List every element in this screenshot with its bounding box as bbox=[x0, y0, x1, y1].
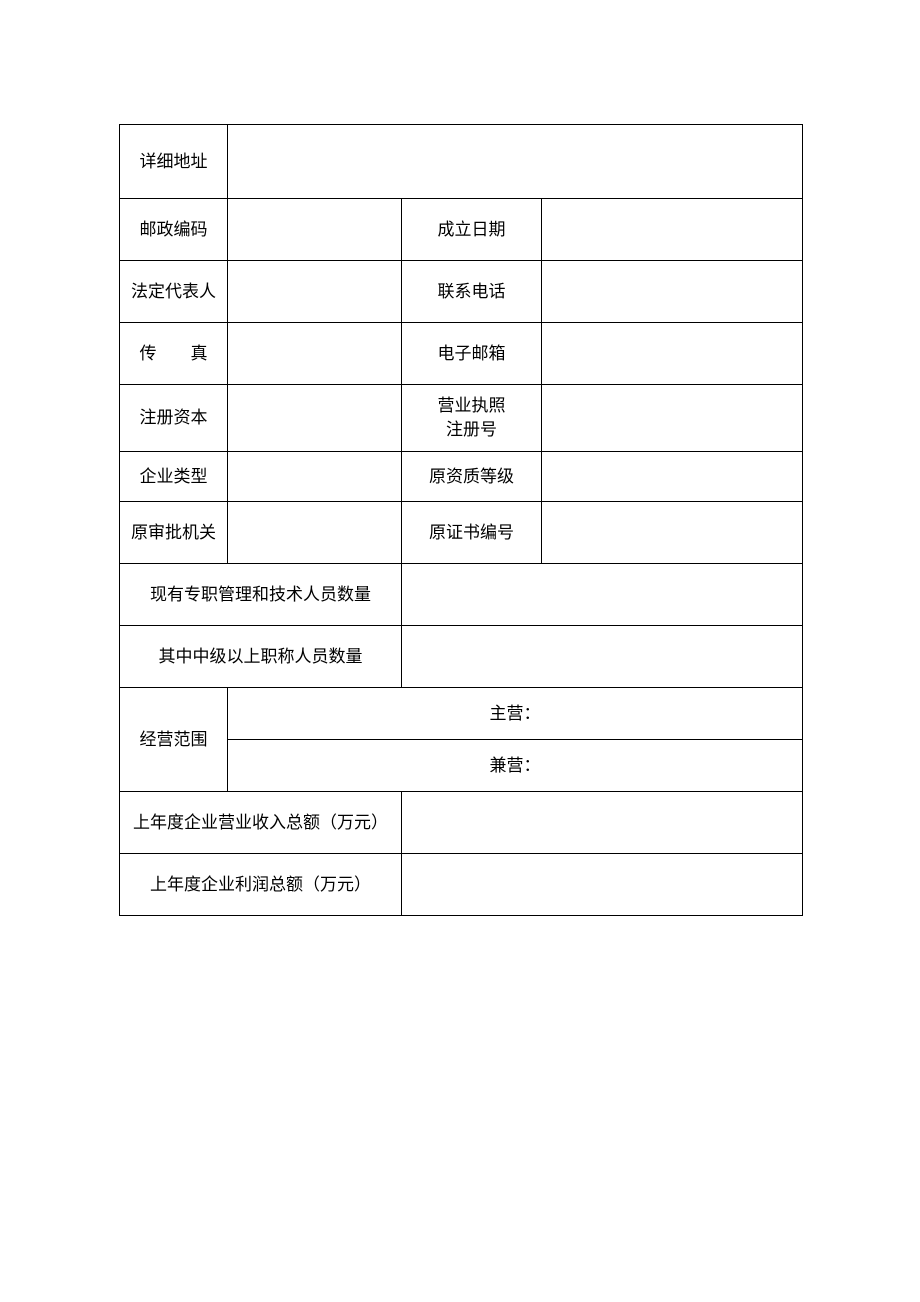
value-prev-revenue[interactable] bbox=[402, 792, 803, 854]
label-postal-code: 邮政编码 bbox=[120, 199, 228, 261]
value-orig-cert-no[interactable] bbox=[542, 502, 803, 564]
value-staff-count[interactable] bbox=[402, 564, 803, 626]
label-orig-cert-no: 原证书编号 bbox=[402, 502, 542, 564]
label-orig-grade: 原资质等级 bbox=[402, 452, 542, 502]
label-fax: 传 真 bbox=[120, 323, 228, 385]
value-postal-code[interactable] bbox=[228, 199, 402, 261]
value-license-no[interactable] bbox=[542, 385, 803, 452]
label-staff-count: 现有专职管理和技术人员数量 bbox=[120, 564, 402, 626]
value-legal-rep[interactable] bbox=[228, 261, 402, 323]
value-phone[interactable] bbox=[542, 261, 803, 323]
row-scope-main: 经营范围 主营： bbox=[120, 688, 803, 740]
label-enterprise-type: 企业类型 bbox=[120, 452, 228, 502]
value-fax[interactable] bbox=[228, 323, 402, 385]
label-orig-approval: 原审批机关 bbox=[120, 502, 228, 564]
value-email[interactable] bbox=[542, 323, 803, 385]
label-legal-rep: 法定代表人 bbox=[120, 261, 228, 323]
label-license-no-text: 营业执照注册号 bbox=[438, 394, 506, 442]
row-staff-count: 现有专职管理和技术人员数量 bbox=[120, 564, 803, 626]
label-license-no: 营业执照注册号 bbox=[402, 385, 542, 452]
label-scope-side-prefix: 兼营： bbox=[490, 756, 541, 775]
label-scope-main-prefix: 主营： bbox=[490, 704, 541, 723]
row-capital-license: 注册资本 营业执照注册号 bbox=[120, 385, 803, 452]
label-prev-profit: 上年度企业利润总额（万元） bbox=[120, 854, 402, 916]
label-prev-revenue: 上年度企业营业收入总额（万元） bbox=[120, 792, 402, 854]
row-address: 详细地址 bbox=[120, 125, 803, 199]
row-postal-established: 邮政编码 成立日期 bbox=[120, 199, 803, 261]
label-business-scope: 经营范围 bbox=[120, 688, 228, 792]
label-mid-title-count: 其中中级以上职称人员数量 bbox=[120, 626, 402, 688]
row-prev-profit: 上年度企业利润总额（万元） bbox=[120, 854, 803, 916]
value-scope-main[interactable]: 主营： bbox=[228, 688, 803, 740]
row-fax-email: 传 真 电子邮箱 bbox=[120, 323, 803, 385]
row-mid-title-count: 其中中级以上职称人员数量 bbox=[120, 626, 803, 688]
enterprise-info-form: 详细地址 邮政编码 成立日期 法定代表人 联系电话 传 真 电子邮箱 注册资本 … bbox=[119, 124, 803, 916]
label-established-date: 成立日期 bbox=[402, 199, 542, 261]
row-legal-phone: 法定代表人 联系电话 bbox=[120, 261, 803, 323]
value-enterprise-type[interactable] bbox=[228, 452, 402, 502]
label-email: 电子邮箱 bbox=[402, 323, 542, 385]
value-established-date[interactable] bbox=[542, 199, 803, 261]
value-scope-side[interactable]: 兼营： bbox=[228, 740, 803, 792]
value-address[interactable] bbox=[228, 125, 803, 199]
value-mid-title-count[interactable] bbox=[402, 626, 803, 688]
row-type-grade: 企业类型 原资质等级 bbox=[120, 452, 803, 502]
value-orig-grade[interactable] bbox=[542, 452, 803, 502]
row-approval-cert: 原审批机关 原证书编号 bbox=[120, 502, 803, 564]
value-reg-capital[interactable] bbox=[228, 385, 402, 452]
label-address: 详细地址 bbox=[120, 125, 228, 199]
value-prev-profit[interactable] bbox=[402, 854, 803, 916]
value-orig-approval[interactable] bbox=[228, 502, 402, 564]
row-prev-revenue: 上年度企业营业收入总额（万元） bbox=[120, 792, 803, 854]
label-reg-capital: 注册资本 bbox=[120, 385, 228, 452]
label-phone: 联系电话 bbox=[402, 261, 542, 323]
